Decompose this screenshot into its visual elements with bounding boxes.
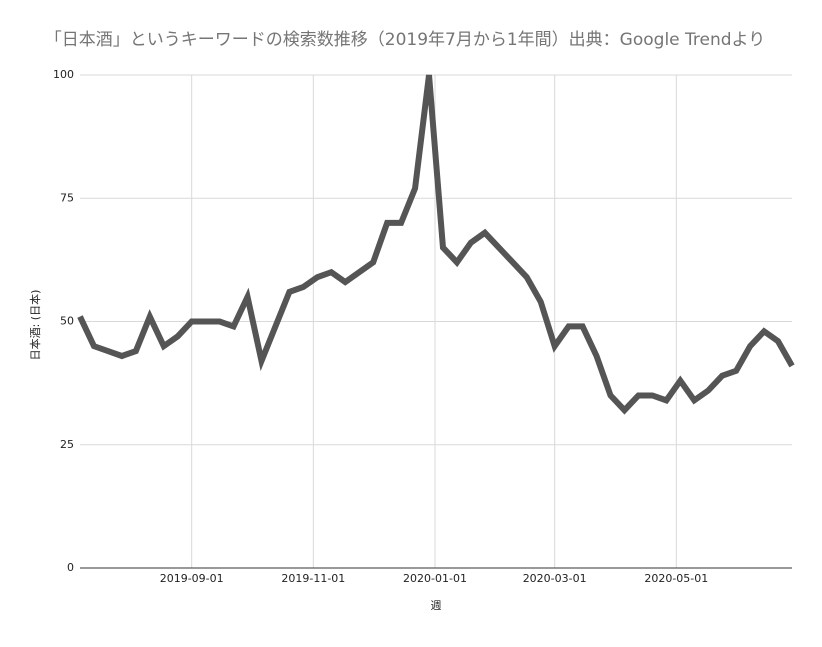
x-axis-label: 週 bbox=[431, 599, 442, 612]
x-tick-label: 2020-03-01 bbox=[523, 572, 587, 585]
y-tick-label: 100 bbox=[53, 68, 74, 81]
y-tick-label: 25 bbox=[60, 438, 74, 451]
y-axis-label: 日本酒: (日本) bbox=[28, 290, 42, 361]
y-tick-label: 50 bbox=[60, 315, 74, 328]
x-tick-label: 2020-01-01 bbox=[403, 572, 467, 585]
y-tick-label: 0 bbox=[67, 561, 74, 574]
chart-title: 「日本酒」というキーワードの検索数推移（2019年7月から1年間）出典：Goog… bbox=[45, 30, 765, 50]
x-tick-label: 2019-11-01 bbox=[281, 572, 345, 585]
y-tick-label: 75 bbox=[60, 191, 74, 204]
x-tick-label: 2019-09-01 bbox=[160, 572, 224, 585]
x-tick-label: 2020-05-01 bbox=[644, 572, 708, 585]
data-line bbox=[77, 74, 795, 415]
